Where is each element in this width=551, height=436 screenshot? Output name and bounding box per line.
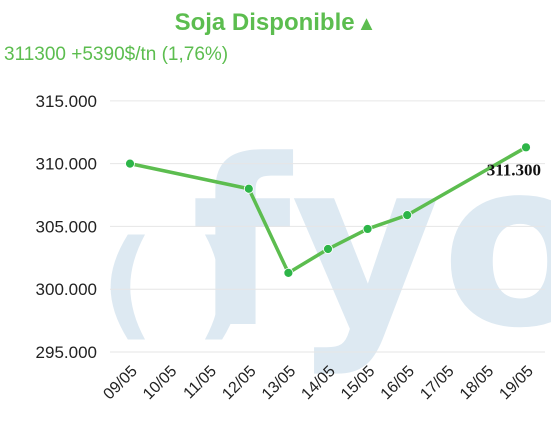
y-tick-label: 305.000 [36, 217, 97, 236]
y-tick-label: 310.000 [36, 155, 97, 174]
fyo-watermark: ( ) fyo [101, 112, 551, 379]
price-change-line: 311300 +5390$/tn (1,76%) [4, 44, 229, 65]
watermark-logo-text: fyo [191, 112, 551, 379]
data-point [323, 244, 333, 254]
data-point [243, 183, 254, 194]
grid-lines [110, 100, 545, 353]
y-tick-label: 315.000 [36, 92, 97, 111]
watermark-brackets: ( ) [101, 214, 250, 352]
data-point [402, 210, 413, 221]
trend-up-icon: ▲ [356, 13, 377, 35]
data-labels: 311.300 [487, 160, 541, 179]
y-tick-label: 295.000 [36, 343, 97, 362]
data-point [362, 224, 373, 234]
x-tick-label: 10/05 [140, 363, 180, 403]
chart-title: Soja Disponible ▲ [0, 9, 551, 37]
last-value-label: 311.300 [487, 160, 541, 179]
y-tick-label: 300.000 [36, 280, 97, 299]
x-tick-label: 09/05 [100, 363, 140, 403]
data-point [521, 142, 531, 153]
data-point [125, 158, 135, 169]
price-series [125, 142, 531, 278]
data-point [283, 267, 294, 278]
y-axis-ticks: 295.000 300.000 305.000 310.000 315.000 [36, 92, 97, 362]
chart-title-text: Soja Disponible [174, 9, 355, 36]
